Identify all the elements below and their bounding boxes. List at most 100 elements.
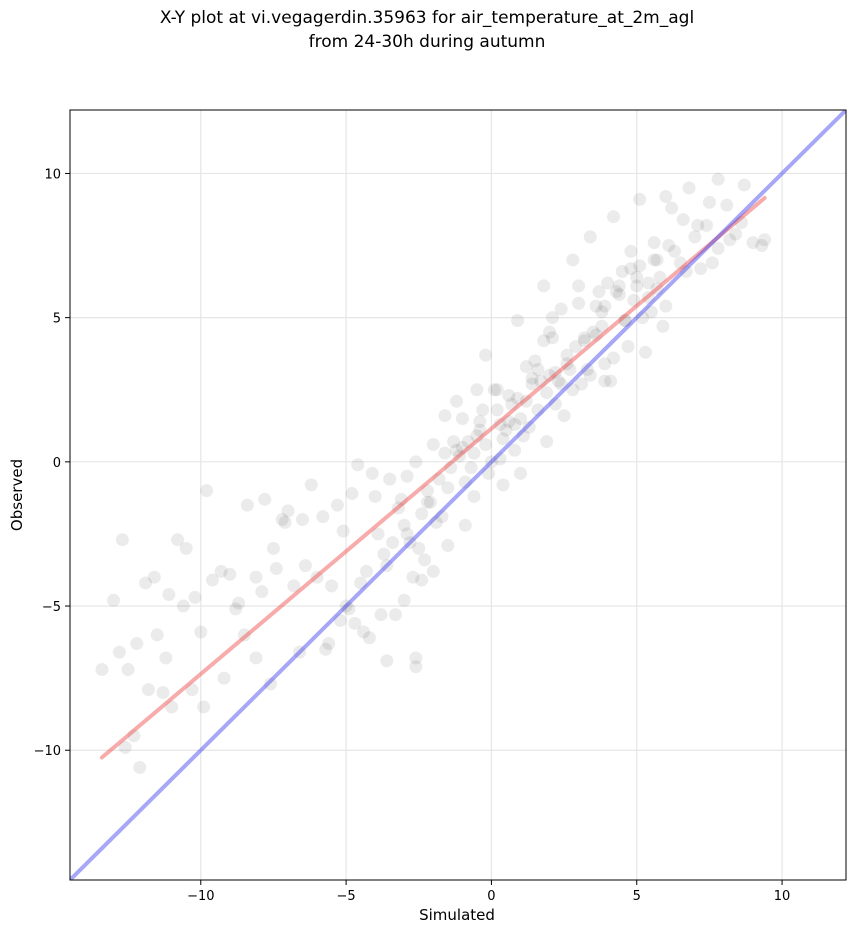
data-point — [139, 576, 153, 590]
data-point — [641, 290, 655, 304]
data-point — [171, 533, 185, 547]
data-point — [583, 230, 597, 244]
data-point — [397, 518, 411, 532]
data-point — [426, 438, 440, 452]
data-point — [554, 302, 568, 316]
data-point — [543, 325, 557, 339]
data-point — [511, 314, 525, 328]
data-point — [319, 642, 333, 656]
data-point — [214, 564, 228, 578]
data-point — [389, 608, 403, 622]
data-point — [519, 360, 533, 374]
data-point — [638, 345, 652, 359]
data-point — [650, 253, 664, 267]
data-point — [229, 602, 243, 616]
data-point — [275, 513, 289, 527]
data-point — [644, 305, 658, 319]
data-point — [615, 264, 629, 278]
data-point — [676, 213, 690, 227]
x-axis-label: Simulated — [419, 906, 495, 924]
data-point — [589, 299, 603, 313]
data-point — [528, 354, 542, 368]
data-point — [255, 585, 269, 599]
data-point — [682, 181, 696, 195]
data-point — [397, 593, 411, 607]
data-point — [452, 449, 466, 463]
data-point — [606, 351, 620, 365]
data-point — [351, 458, 365, 472]
plot-frame — [69, 109, 847, 881]
data-point — [121, 662, 135, 676]
data-point — [359, 564, 373, 578]
chart-title-line-2: from 24-30h during autumn — [308, 32, 546, 52]
data-point — [325, 579, 339, 593]
data-point — [543, 368, 557, 382]
data-point — [711, 241, 725, 255]
x-tick-label: 0 — [487, 889, 495, 904]
data-point — [513, 412, 527, 426]
data-point — [232, 596, 246, 610]
data-point — [601, 276, 615, 290]
data-point — [545, 331, 559, 345]
data-point — [156, 686, 170, 700]
data-point — [679, 264, 693, 278]
data-point — [322, 637, 336, 651]
data-point — [159, 651, 173, 665]
data-point — [711, 172, 725, 186]
data-point — [412, 541, 426, 555]
y-tick-label: 5 — [53, 312, 61, 327]
data-point — [200, 484, 214, 498]
data-point — [310, 570, 324, 584]
data-point — [365, 466, 379, 480]
data-points — [95, 172, 772, 775]
data-point — [420, 484, 434, 498]
data-point — [563, 363, 577, 377]
data-point — [598, 299, 612, 313]
data-point — [420, 495, 434, 509]
data-point — [473, 414, 487, 428]
data-point — [455, 412, 469, 426]
data-point — [258, 492, 272, 506]
data-point — [525, 377, 539, 391]
data-point — [618, 314, 632, 328]
data-point — [734, 215, 748, 229]
data-point — [133, 761, 147, 775]
data-point — [458, 518, 472, 532]
data-point — [737, 178, 751, 192]
data-point — [185, 683, 199, 697]
data-point — [720, 198, 734, 212]
data-point — [95, 662, 109, 676]
data-point — [473, 423, 487, 437]
x-tick-label: −10 — [187, 889, 214, 904]
data-point — [217, 671, 231, 685]
data-point — [729, 227, 743, 241]
data-point — [609, 285, 623, 299]
data-point — [577, 331, 591, 345]
data-point — [249, 570, 263, 584]
data-point — [572, 279, 586, 293]
data-point — [197, 700, 211, 714]
data-point — [249, 651, 263, 665]
data-point — [673, 256, 687, 270]
data-point — [508, 443, 522, 457]
data-point — [371, 527, 385, 541]
data-point — [293, 645, 307, 659]
data-point — [415, 507, 429, 521]
data-point — [522, 420, 536, 434]
data-point — [383, 472, 397, 486]
data-point — [647, 253, 661, 267]
data-point — [490, 403, 504, 417]
data-point — [618, 314, 632, 328]
data-point — [115, 533, 129, 547]
data-point — [458, 475, 472, 489]
data-point — [298, 559, 312, 573]
data-point — [484, 455, 498, 469]
data-point — [569, 339, 583, 353]
data-point — [316, 510, 330, 524]
data-point — [548, 365, 562, 379]
data-point — [548, 397, 562, 411]
data-point — [493, 417, 507, 431]
identity-line — [70, 110, 846, 880]
data-point — [621, 339, 635, 353]
data-point — [691, 218, 705, 232]
